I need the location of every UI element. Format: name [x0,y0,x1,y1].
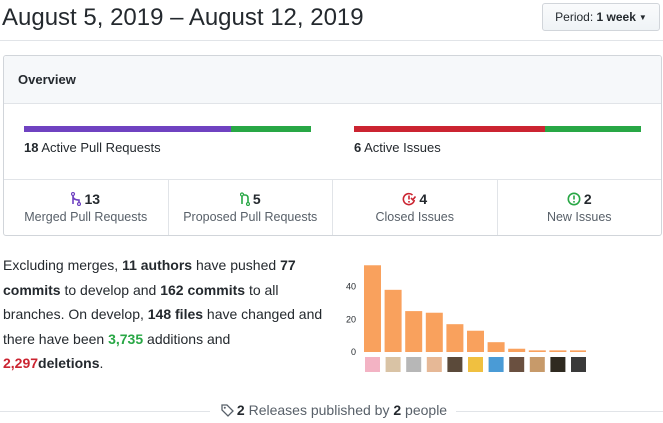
pull-requests-bar-segment [231,126,311,132]
summary-text: have changed and there have been [3,306,323,347]
contributor-bar[interactable] [570,350,586,352]
contributors-bar-chart: 0 20 40 [346,265,586,372]
summary-text: have pushed [195,257,277,273]
divider [456,411,663,412]
contributor-avatar[interactable] [571,357,586,372]
commits-count: 77 commits [3,257,296,298]
merged-pull-requests-cell[interactable]: 13 Merged Pull Requests [4,180,168,235]
proposed-label: Proposed Pull Requests [183,210,318,224]
summary-text: to all branches. On develop, [3,281,279,323]
closed-issues-cell[interactable]: 4 Closed Issues [332,180,497,235]
deletions-label: deletions [38,355,100,371]
contributor-avatar[interactable] [550,357,566,372]
summary-text: . [99,355,104,371]
issues-bar-segment [545,126,641,132]
y-tick-label: 0 [351,347,356,357]
merged-count: 13 [84,191,101,207]
proposed-count: 5 [252,191,261,207]
closed-count: 4 [419,191,428,207]
releases-summary[interactable]: 2 Releases published by 2 people [213,402,455,418]
contributor-bar[interactable] [425,312,443,352]
summary-text: to develop and [64,281,157,298]
deletions-count: 2,297 [3,355,39,371]
caret-down-icon: ▼ [638,13,647,22]
summary-text: Excluding merges, [3,257,119,273]
contributor-bar[interactable] [364,265,381,352]
contributor-bar[interactable] [384,289,402,352]
closed-label: Closed Issues [375,210,454,224]
summary-row: 13 Merged Pull Requests 5 Proposed Pull … [4,179,662,235]
contributor-avatar[interactable] [385,357,401,372]
overview-panel: Overview 18 Active Pull Requests 6 Activ… [3,55,662,236]
contributor-avatar[interactable] [488,357,504,372]
additions-count: 3,735 [108,330,144,347]
new-issues-label: New Issues [546,210,612,224]
contributor-avatar[interactable] [447,357,463,372]
active-pull-requests-link[interactable]: 18 Active Pull Requests [24,140,161,155]
issue-opened-icon [567,192,581,206]
git-pull-request-icon [239,192,250,207]
releases-text: Releases published by [248,402,390,418]
people-label: people [405,402,448,418]
issue-closed-icon [402,192,417,206]
active-issues-link[interactable]: 6 Active Issues [354,140,441,155]
contributor-avatar[interactable] [426,357,442,372]
overview-heading: Overview [4,56,661,104]
proposed-pull-requests-cell[interactable]: 5 Proposed Pull Requests [167,180,333,235]
period-dropdown-button[interactable]: Period: 1 week ▼ [542,3,660,31]
contributor-avatar[interactable] [529,357,545,372]
pull-requests-bar-segment [24,126,232,132]
period-value: 1 week [596,10,636,24]
releases-count: 2 [236,402,245,418]
commit-summary: Excluding merges, 11 authors have pushed… [3,253,333,376]
active-pull-requests-count: 18 [24,140,39,155]
active-issues-label: Active Issues [364,140,441,155]
summary-text: additions [147,330,204,347]
active-pull-requests-label: Active Pull Requests [41,140,161,155]
contributor-bar[interactable] [487,342,505,352]
contributor-bar[interactable] [446,324,464,352]
authors-count: 11 authors [122,257,193,273]
y-tick-label: 20 [346,314,356,324]
divider [0,40,663,41]
new-issues-cell[interactable]: 2 New Issues [496,180,662,235]
files-changed-count: 148 files [147,306,204,322]
git-merge-icon [71,191,82,207]
page-title: August 5, 2019 – August 12, 2019 [2,4,364,31]
summary-text: and [206,330,231,347]
new-issues-count: 2 [583,191,592,207]
contributor-bar[interactable] [549,350,567,352]
contributor-bar[interactable] [528,350,546,352]
active-issues-count: 6 [354,140,362,155]
pull-requests-ratio-bar[interactable] [24,126,311,132]
y-tick-label: 40 [346,282,356,292]
contributor-avatar[interactable] [365,357,380,372]
contributor-avatar[interactable] [509,357,525,372]
divider [0,411,210,412]
contributor-avatar[interactable] [406,357,422,372]
people-count: 2 [393,402,402,418]
tag-icon [221,404,234,417]
all-branches-commits-count: 162 commits [160,281,246,298]
contributor-bar[interactable] [508,348,526,352]
contributor-bar[interactable] [405,311,423,352]
issues-ratio-bar[interactable] [354,126,641,132]
period-label: Period: [555,10,594,24]
merged-label: Merged Pull Requests [24,210,148,224]
contributor-bar[interactable] [467,330,484,352]
issues-bar-segment [354,126,546,132]
contributor-avatar[interactable] [468,357,483,372]
